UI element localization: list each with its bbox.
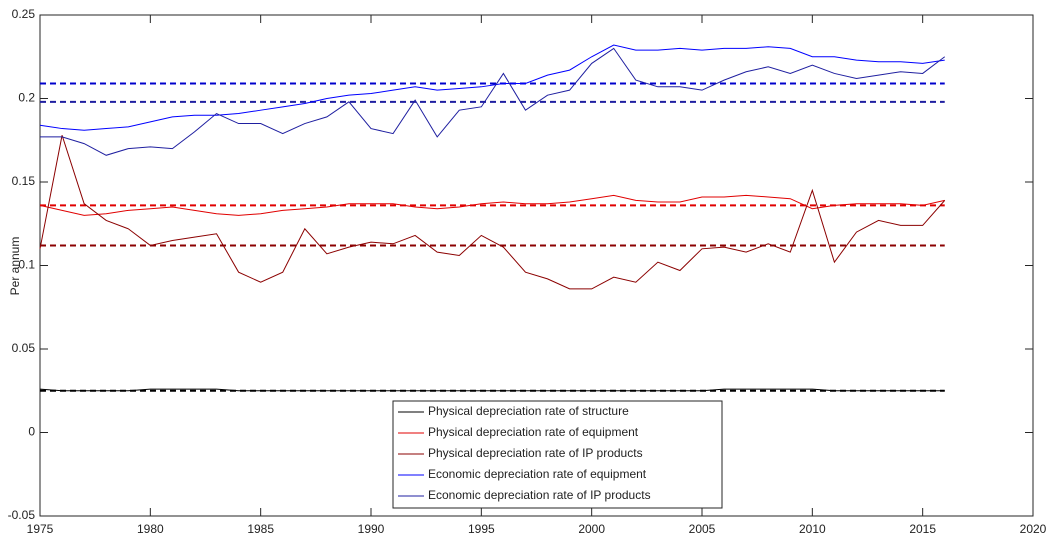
- x-tick-label: 2000: [578, 522, 605, 536]
- y-tick-label: -0.05: [8, 508, 36, 522]
- x-tick-label: 1975: [27, 522, 54, 536]
- x-tick-label: 2020: [1020, 522, 1047, 536]
- series-line: [39, 44, 945, 131]
- legend-box: [392, 400, 723, 509]
- x-tick-label: 1995: [468, 522, 495, 536]
- legend-label: Physical depreciation rate of structure: [428, 404, 629, 418]
- series-line: [39, 135, 946, 290]
- legend-label: Physical depreciation rate of equipment: [428, 425, 639, 439]
- x-tick-label: 1980: [137, 522, 164, 536]
- series-line: [39, 194, 945, 216]
- legend-label: Economic depreciation rate of equipment: [428, 467, 647, 481]
- y-tick-label: 0: [28, 425, 35, 439]
- x-tick-label: 1990: [358, 522, 385, 536]
- y-tick-label: 0.1: [18, 258, 35, 272]
- y-tick-label: 0.05: [12, 341, 36, 355]
- y-axis-label: Per annum: [8, 237, 22, 296]
- legend-label: Economic depreciation rate of IP product…: [428, 488, 651, 502]
- x-tick-label: 1985: [247, 522, 274, 536]
- legend-label: Physical depreciation rate of IP product…: [428, 446, 643, 460]
- x-tick-label: 2005: [689, 522, 716, 536]
- x-tick-label: 2015: [909, 522, 936, 536]
- series-line: [39, 388, 945, 392]
- series-line: [40, 47, 946, 156]
- y-tick-label: 0.25: [12, 7, 36, 21]
- x-tick-label: 2010: [799, 522, 826, 536]
- y-tick-label: 0.2: [18, 91, 35, 105]
- y-tick-label: 0.15: [12, 174, 36, 188]
